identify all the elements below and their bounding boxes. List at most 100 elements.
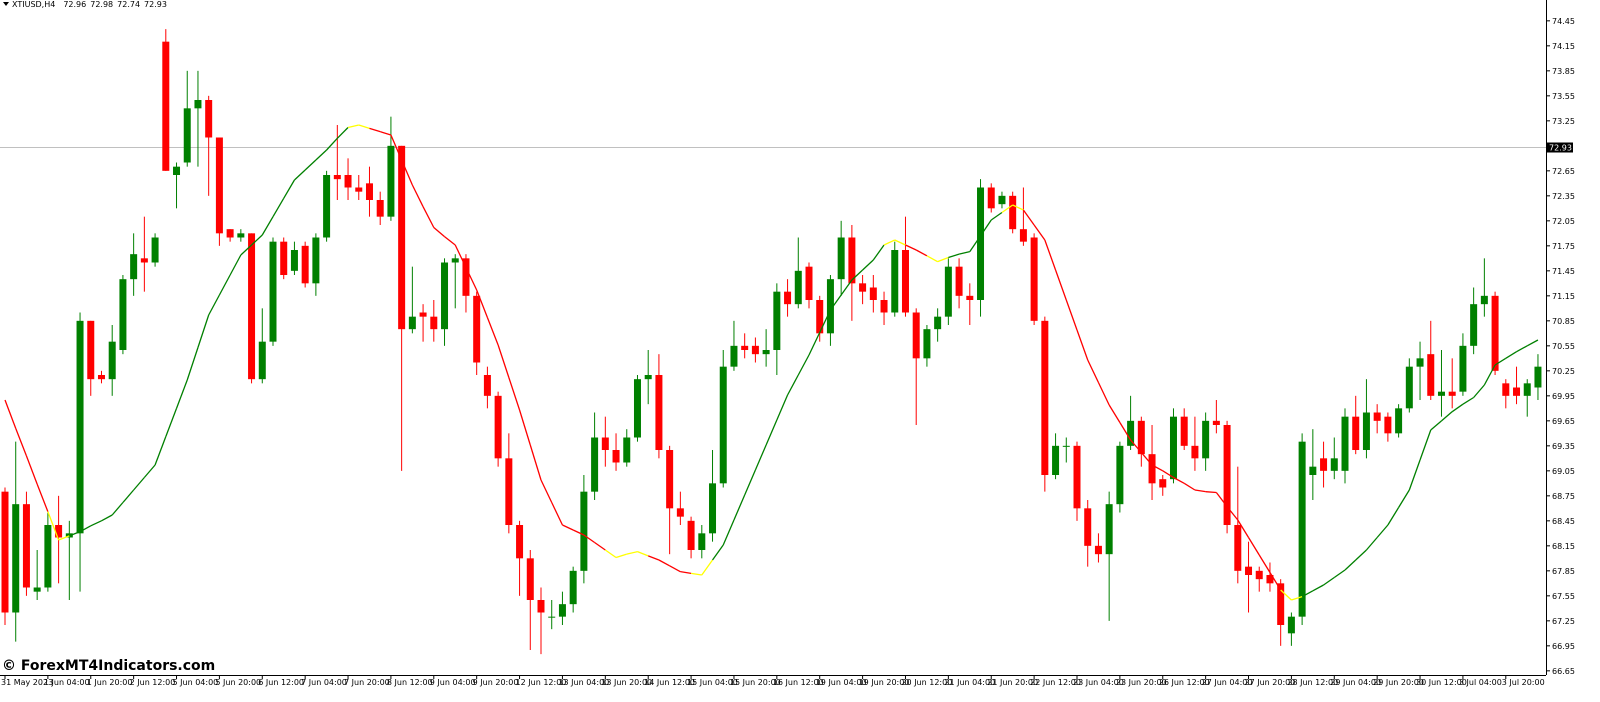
x-tick-label: 29 Jun 04:00 bbox=[1330, 678, 1381, 687]
indicator-segment bbox=[1130, 439, 1142, 453]
candle-body bbox=[1480, 295, 1488, 305]
x-tick-label: 7 Jun 20:00 bbox=[344, 678, 390, 687]
candle-body bbox=[516, 525, 524, 559]
candle-body bbox=[87, 320, 95, 380]
watermark: © ForexMT4Indicators.com bbox=[2, 658, 215, 674]
candle-body bbox=[826, 279, 834, 334]
indicator-segment bbox=[1269, 572, 1282, 591]
candle-body bbox=[430, 316, 438, 330]
candle-body bbox=[1202, 420, 1210, 459]
indicator-segment bbox=[1494, 357, 1507, 366]
indicator-segment bbox=[154, 436, 167, 466]
indicator-segment bbox=[1312, 584, 1324, 592]
candle-body bbox=[526, 558, 534, 600]
candle-body bbox=[880, 300, 888, 313]
candle-body bbox=[1437, 391, 1445, 396]
candle-body bbox=[258, 341, 266, 380]
candle-body bbox=[1084, 508, 1092, 546]
indicator-segment bbox=[1473, 384, 1485, 398]
indicator-segment bbox=[358, 124, 370, 129]
indicator-segment bbox=[819, 309, 832, 333]
candle-body bbox=[741, 345, 749, 350]
indicator-segment bbox=[454, 244, 467, 268]
indicator-segment bbox=[905, 244, 917, 251]
candle-body bbox=[633, 379, 641, 438]
x-tick-label: 15 Jun 20:00 bbox=[730, 678, 781, 687]
menu-arrow[interactable] bbox=[3, 2, 9, 6]
y-tick-label: 73.25 bbox=[1552, 117, 1575, 126]
candle-body bbox=[462, 258, 470, 296]
header-value: 72.98 bbox=[90, 0, 113, 9]
candle-body bbox=[1137, 420, 1145, 455]
indicator-segment bbox=[465, 267, 478, 291]
indicator-segment bbox=[1215, 492, 1228, 508]
candle-body bbox=[1513, 387, 1521, 396]
indicator-segment bbox=[369, 127, 381, 133]
x-tick-label: 19 Jun 04:00 bbox=[816, 678, 867, 687]
x-tick-label: 1 Jun 20:00 bbox=[87, 678, 133, 687]
header-value: 72.96 bbox=[63, 0, 86, 9]
x-tick-label: 13 Jun 20:00 bbox=[601, 678, 652, 687]
indicator-segment bbox=[1376, 524, 1389, 538]
indicator-segment bbox=[958, 251, 970, 255]
plot-area bbox=[1, 29, 1542, 655]
header-value: 72.74 bbox=[117, 0, 140, 9]
indicator-segment bbox=[1516, 345, 1528, 353]
indicator-segment bbox=[47, 511, 60, 541]
candle-body bbox=[944, 266, 952, 317]
candle-body bbox=[1373, 412, 1381, 421]
indicator-segment bbox=[1012, 204, 1024, 211]
y-tick-label: 69.05 bbox=[1552, 467, 1575, 476]
candle-body bbox=[1287, 616, 1295, 634]
indicator-segment bbox=[90, 520, 102, 527]
x-tick-label: 12 Jun 12:00 bbox=[516, 678, 567, 687]
indicator-segment bbox=[58, 535, 70, 541]
candle-body bbox=[355, 187, 363, 192]
y-tick-label: 70.25 bbox=[1552, 367, 1575, 376]
indicator-segment bbox=[1119, 422, 1132, 441]
candle-body bbox=[1169, 416, 1177, 480]
indicator-segment bbox=[626, 551, 638, 555]
candle-body bbox=[816, 300, 824, 334]
candle-body bbox=[1212, 420, 1220, 425]
indicator-segment bbox=[101, 514, 113, 522]
indicator-segment bbox=[594, 541, 606, 551]
indicator-segment bbox=[1054, 269, 1067, 301]
y-tick-label: 68.75 bbox=[1552, 492, 1575, 501]
candle-body bbox=[1266, 575, 1274, 584]
candle-body bbox=[1298, 441, 1306, 617]
candle-body bbox=[473, 295, 481, 363]
indicator-segment bbox=[1333, 569, 1346, 579]
candle-body bbox=[344, 175, 352, 188]
candle-body bbox=[1448, 391, 1456, 396]
x-tick-label: 30 Jun 12:00 bbox=[1416, 678, 1467, 687]
axis-layer: 74.45 74.15 73.85 73.55 73.25 72.65 72.35 72.05… bbox=[0, 17, 1575, 687]
candle-body bbox=[1362, 412, 1370, 450]
candle-body bbox=[55, 525, 63, 538]
candle-body bbox=[108, 341, 116, 380]
candle-body bbox=[591, 437, 599, 492]
indicator-segment bbox=[69, 531, 81, 537]
candle-body bbox=[623, 437, 631, 463]
candle-body bbox=[173, 166, 181, 175]
indicator-segment bbox=[948, 253, 960, 259]
indicator-segment bbox=[851, 269, 864, 281]
x-tick-label: 21 Jun 20:00 bbox=[987, 678, 1038, 687]
indicator-segment bbox=[926, 255, 938, 263]
indicator-segment bbox=[1451, 403, 1464, 413]
candle-body bbox=[1523, 383, 1531, 396]
indicator-segment bbox=[518, 409, 531, 446]
candle-body bbox=[548, 616, 556, 618]
candle-body bbox=[483, 375, 491, 396]
indicator-segment bbox=[251, 234, 263, 246]
candle-body bbox=[1330, 458, 1338, 471]
x-tick-label: 5 Jun 20:00 bbox=[215, 678, 261, 687]
candle-body bbox=[773, 291, 781, 350]
indicator-segment bbox=[744, 469, 756, 496]
x-tick-label: 13 Jun 04:00 bbox=[558, 678, 609, 687]
candle-body bbox=[1180, 416, 1188, 446]
candle-body bbox=[1127, 420, 1135, 446]
indicator-segment bbox=[647, 555, 660, 561]
indicator-segment bbox=[669, 565, 681, 573]
